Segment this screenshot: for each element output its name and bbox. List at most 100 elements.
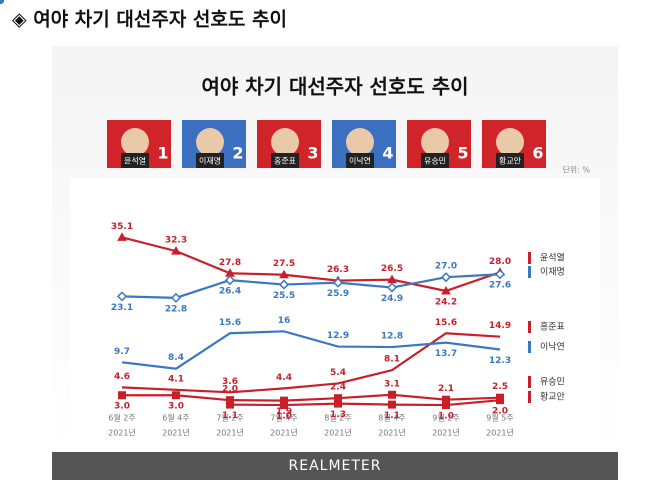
data-label: 12.3: [489, 356, 511, 366]
data-label: 1.9: [276, 407, 292, 417]
marker: [172, 391, 180, 400]
legend-label: 이낙연: [540, 342, 565, 353]
marker: [332, 277, 344, 288]
card-name: 이낙연: [349, 156, 371, 166]
series-line: [121, 330, 501, 370]
data-label: 13.7: [435, 349, 457, 359]
data-label: 3.1: [384, 379, 400, 389]
card-photo: [271, 128, 299, 156]
marker: [118, 391, 126, 400]
data-label: 25.5: [273, 291, 295, 301]
data-label: 28.0: [489, 257, 511, 267]
x-tick-sublabel: 2021년: [108, 428, 136, 438]
data-label: 3.0: [114, 402, 130, 412]
x-tick-label: 6월 4주: [162, 413, 189, 423]
card-photo: [196, 128, 224, 156]
data-label: 32.3: [165, 236, 187, 246]
series-line: [121, 236, 501, 293]
marker: [441, 285, 451, 295]
data-label: 1.1: [222, 411, 238, 421]
data-label: 27.0: [435, 262, 457, 272]
legend-label: 윤석열: [540, 253, 565, 264]
card-photo: [121, 128, 149, 156]
data-label: 2.1: [438, 384, 454, 394]
data-label: 26.5: [381, 264, 403, 274]
card-number: 6: [532, 144, 543, 163]
series-line: [121, 273, 501, 299]
card-number: 4: [382, 144, 393, 163]
x-tick-sublabel: 2021년: [162, 428, 190, 438]
marker: [117, 232, 127, 241]
x-tick-label: 9월 2주: [432, 413, 459, 423]
data-label: 2.0: [492, 407, 508, 417]
data-label: 23.1: [111, 303, 133, 313]
x-tick-sublabel: 2021년: [216, 428, 244, 438]
data-label: 26.3: [327, 265, 349, 275]
data-label: 15.6: [219, 318, 241, 328]
marker: [224, 275, 236, 286]
legend-label: 홍준표: [540, 321, 565, 333]
data-label: 24.2: [435, 297, 457, 307]
data-label: 25.9: [327, 289, 349, 299]
marker: [386, 282, 398, 293]
data-label: 8.4: [168, 353, 184, 363]
data-label: 3.6: [222, 377, 238, 387]
data-label: 15.6: [435, 318, 457, 328]
data-label: 27.5: [273, 259, 295, 269]
chart-title: 여야 차기 대선주자 선호도 추이: [201, 75, 468, 99]
data-label: 12.9: [327, 331, 349, 341]
data-label: 24.9: [381, 294, 403, 304]
legend-swatch: [528, 341, 531, 353]
x-tick-sublabel: 2021년: [486, 428, 514, 438]
data-label: 3.0: [168, 402, 184, 412]
data-label: 35.1: [111, 222, 133, 232]
data-label: 14.9: [489, 321, 511, 331]
data-label: 27.8: [219, 258, 241, 268]
card-name: 유승민: [424, 156, 446, 166]
card-name: 황교안: [499, 156, 522, 166]
card-photo: [421, 128, 449, 156]
x-tick-label: 9월 5주: [486, 413, 513, 423]
marker: [494, 269, 506, 280]
x-tick-sublabel: 2021년: [378, 428, 406, 438]
data-label: 26.4: [219, 287, 241, 297]
data-label: 8.1: [384, 355, 400, 365]
marker: [278, 279, 290, 290]
x-tick-label: 6월 2주: [108, 413, 135, 423]
marker: [280, 401, 288, 410]
data-label: 1.0: [276, 412, 292, 422]
legend-swatch: [528, 321, 531, 333]
legend-swatch: [528, 266, 531, 278]
data-label: 1.3: [330, 410, 346, 420]
x-tick-label: 8월 2주: [324, 413, 351, 423]
marker: [440, 272, 452, 283]
data-label: 9.7: [114, 347, 130, 357]
card-name: 이재명: [199, 156, 221, 166]
card-suit: [496, 153, 524, 168]
card-suit: [421, 153, 449, 168]
marker: [170, 292, 182, 303]
series-line: [121, 332, 501, 394]
series-line: [229, 399, 501, 407]
legend-swatch: [528, 391, 531, 403]
card-suit: [121, 153, 149, 168]
footer: REALMETER: [289, 458, 382, 474]
data-label: 12.8: [381, 332, 403, 342]
data-label: 1.1: [384, 411, 400, 421]
marker: [388, 400, 396, 409]
card-suit: [271, 153, 299, 168]
data-label: 1.0: [438, 412, 454, 422]
series-line: [122, 393, 501, 402]
x-tick-label: 7월 2주: [216, 413, 243, 423]
marker: [116, 291, 128, 302]
card-number: 3: [307, 144, 318, 163]
card-number: 5: [457, 144, 468, 163]
card-number: 2: [232, 144, 243, 163]
legend-label: 황교안: [540, 392, 565, 403]
card-photo: [496, 128, 524, 156]
marker: [0, 0, 4, 4]
marker: [496, 396, 504, 405]
data-label: 4.6: [114, 372, 130, 382]
x-tick-label: 8월 4주: [378, 413, 405, 423]
footer-bar: [52, 452, 618, 480]
